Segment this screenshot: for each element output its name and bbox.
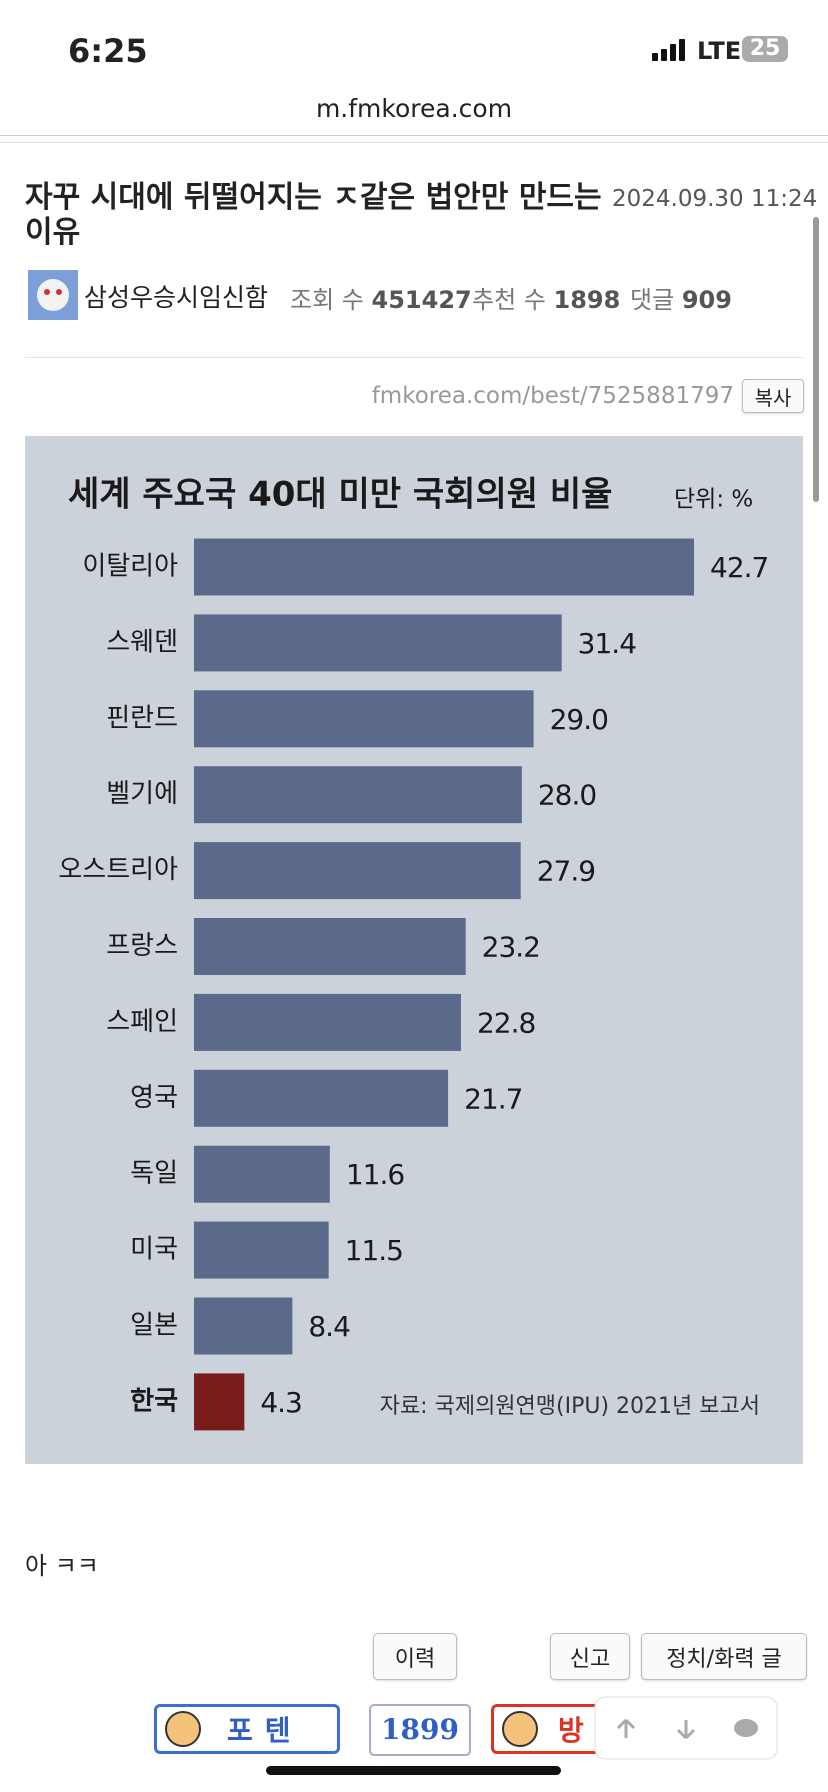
value-label: 11.6 (346, 1158, 405, 1191)
category-label: 스페인 (106, 1007, 178, 1037)
scrollbar (813, 217, 819, 502)
category-label: 독일 (130, 1159, 178, 1189)
comment-icon[interactable] (734, 1719, 758, 1737)
down-arrow[interactable] (676, 1720, 696, 1740)
value-label: 42.7 (710, 551, 768, 584)
chart: 세계 주요국 40대 미만 국회의원 비율 단위: % 자료: 국제의원연맹(I… (25, 436, 803, 1464)
bar (194, 993, 461, 1051)
history-button[interactable]: 이력 (373, 1633, 457, 1680)
bar (194, 614, 562, 672)
chart-title: 세계 주요국 40대 미만 국회의원 비율 (68, 475, 612, 515)
bar (194, 1069, 449, 1127)
value-label: 31.4 (578, 627, 637, 660)
views-count: 451427 (371, 286, 472, 314)
nav-widget (594, 1696, 778, 1760)
chart-source: 자료: 국제의원연맹(IPU) 2021년 보고서 (380, 1394, 760, 1419)
address-url: m.fmkorea.com (315, 94, 513, 123)
likes-label: 추천 수 (472, 286, 546, 314)
category-label: 스웨덴 (106, 627, 178, 657)
category-button[interactable]: 정치/화력 글 (641, 1633, 807, 1680)
poten-button[interactable]: 포텐 (154, 1704, 340, 1754)
bar (194, 842, 521, 900)
likes-count: 1898 (553, 286, 621, 314)
bar (194, 1297, 293, 1355)
bang-button[interactable]: 방 (491, 1704, 604, 1754)
post-title: 자꾸 시대에 뒤떨어지는 ㅈ같은 법안만 만드는 이유 (25, 180, 602, 250)
battery: 25 (742, 36, 788, 62)
divider (0, 142, 828, 143)
signal-icon (652, 39, 685, 61)
category-label: 프랑스 (106, 931, 178, 961)
value-label: 27.9 (537, 855, 595, 888)
post-body: 아 ㅋㅋ (25, 1552, 99, 1580)
thumb-icon (165, 1711, 201, 1747)
divider (0, 135, 828, 136)
poten-label: 포텐 (227, 1714, 303, 1747)
bar (194, 538, 694, 596)
report-button[interactable]: 신고 (550, 1633, 630, 1680)
home-indicator (266, 1766, 561, 1775)
value-label: 21.7 (464, 1082, 522, 1115)
value-label: 8.4 (308, 1310, 350, 1343)
category-label: 핀란드 (106, 703, 178, 733)
network-type: LTE (697, 37, 742, 65)
bar (194, 1145, 330, 1203)
category-label: 오스트리아 (58, 855, 178, 885)
views-label: 조회 수 (290, 286, 364, 314)
vote-count: 1899 (369, 1704, 471, 1756)
copy-button[interactable]: 복사 (742, 379, 804, 413)
comments-count: 909 (681, 286, 732, 314)
value-label: 28.0 (538, 779, 596, 812)
share-link[interactable]: fmkorea.com/best/7525881797 (371, 383, 734, 409)
category-label: 한국 (130, 1386, 178, 1416)
status-time: 6:25 (68, 32, 148, 70)
divider (25, 357, 803, 358)
bar (194, 918, 466, 975)
value-label: 29.0 (550, 703, 608, 736)
category-label: 영국 (130, 1083, 178, 1113)
value-label: 11.5 (345, 1234, 403, 1267)
bang-label: 방 (558, 1714, 584, 1747)
views: 조회 수 451427 (290, 280, 472, 315)
likes: 추천 수 1898 (472, 280, 620, 315)
up-arrow[interactable] (616, 1718, 636, 1738)
bar (194, 1221, 329, 1279)
avatar (28, 270, 78, 320)
chart-unit: 단위: % (674, 487, 753, 513)
category-label: 이탈리아 (82, 552, 178, 582)
category-label: 미국 (130, 1235, 178, 1265)
value-label: 4.3 (260, 1386, 302, 1419)
bar (194, 1373, 245, 1431)
category-label: 벨기에 (106, 779, 178, 809)
value-label: 22.8 (477, 1006, 535, 1039)
thumb-icon (502, 1711, 538, 1747)
bar (194, 766, 522, 824)
category-label: 일본 (130, 1311, 178, 1341)
author: 삼성우승시임신함 (84, 283, 269, 312)
comments-label: 댓글 (630, 286, 675, 314)
value-label: 23.2 (482, 931, 540, 964)
comments: 댓글 909 (630, 280, 732, 315)
post-date: 2024.09.30 11:24 (612, 186, 818, 212)
bar (194, 690, 534, 748)
